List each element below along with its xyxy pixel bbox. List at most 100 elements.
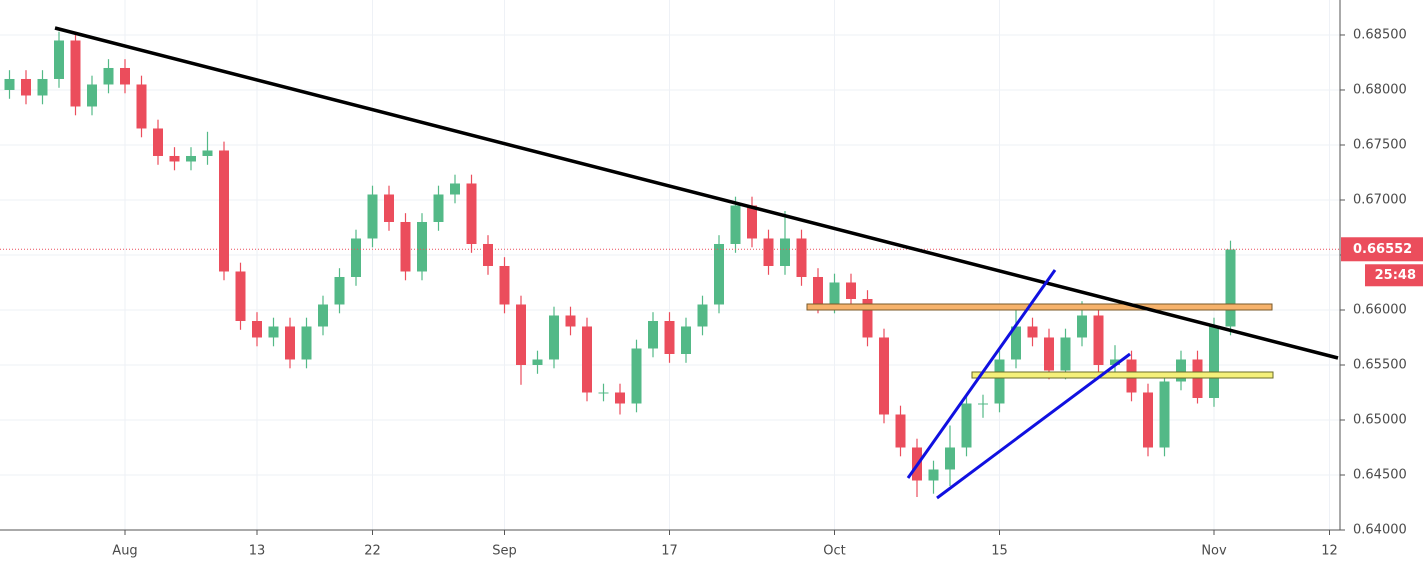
resistance-zone xyxy=(806,303,1273,311)
candle-body xyxy=(1093,315,1104,365)
candle-body xyxy=(1143,392,1153,448)
candle-body xyxy=(978,403,988,405)
y-tick-label: 0.65500 xyxy=(1353,357,1407,372)
candle-body xyxy=(499,265,510,305)
candle-body xyxy=(417,221,427,272)
candle-body xyxy=(697,304,708,327)
candle-body xyxy=(1159,381,1170,448)
candle-body xyxy=(4,78,15,90)
candle-body xyxy=(87,84,97,107)
candle-body xyxy=(235,271,246,321)
candle-body xyxy=(928,469,939,481)
y-tick-label: 0.65000 xyxy=(1353,412,1407,427)
x-tick-label: Nov xyxy=(1201,544,1227,559)
y-tick-label: 0.64000 xyxy=(1353,523,1407,538)
candle-body xyxy=(846,282,856,299)
candle-body xyxy=(813,276,823,305)
y-tick-label: 0.64500 xyxy=(1353,467,1407,482)
candle-body xyxy=(1044,337,1054,371)
candle-body xyxy=(202,150,213,156)
candle-body xyxy=(219,150,229,272)
candle-body xyxy=(945,447,955,470)
candle-body xyxy=(565,315,576,327)
x-tick-label: 22 xyxy=(364,544,381,559)
candle-body xyxy=(1209,326,1219,398)
candle-body xyxy=(796,238,807,277)
candle-body xyxy=(615,392,625,404)
candle-body xyxy=(1110,359,1120,365)
wedge-upper xyxy=(906,269,1057,479)
candle-body xyxy=(516,304,526,365)
candle-body xyxy=(829,282,840,305)
trend-line xyxy=(54,26,1339,360)
candle-body xyxy=(1027,326,1038,338)
candle-body xyxy=(780,238,790,266)
candle-body xyxy=(153,128,163,156)
y-tick-label: 0.67000 xyxy=(1353,192,1407,207)
candle-body xyxy=(862,298,873,338)
candle-body xyxy=(763,238,774,266)
candle-body xyxy=(549,315,559,360)
candle-body xyxy=(1060,337,1071,371)
candle-body xyxy=(730,205,741,244)
candle-body xyxy=(747,205,757,239)
candle-body xyxy=(598,392,609,394)
y-tick-label: 0.68500 xyxy=(1353,27,1407,42)
x-tick-label: Oct xyxy=(823,544,845,559)
candle-body xyxy=(252,320,262,338)
candle-body xyxy=(70,40,81,107)
candle-body xyxy=(285,326,295,360)
y-tick-label: 0.67500 xyxy=(1353,137,1407,152)
countdown-tag xyxy=(1365,264,1423,287)
candle-body xyxy=(334,276,345,305)
candle-body xyxy=(648,320,658,349)
candle-body xyxy=(714,243,724,305)
candle-body xyxy=(631,348,642,404)
y-tick-label: 0.68000 xyxy=(1353,82,1407,97)
candle-body xyxy=(582,326,592,393)
candle-body xyxy=(186,155,196,162)
candle-body xyxy=(1225,249,1236,327)
candle-body xyxy=(483,243,493,266)
y-tick-label: 0.66000 xyxy=(1353,302,1407,317)
x-tick-label: Aug xyxy=(112,544,137,559)
candle-body xyxy=(136,84,147,129)
candle-body xyxy=(351,238,361,277)
drawings xyxy=(54,26,1339,500)
candle-body xyxy=(961,403,972,448)
candle-body xyxy=(169,155,180,162)
x-tick-label: 12 xyxy=(1321,544,1338,559)
candle-body xyxy=(466,183,477,244)
candles xyxy=(0,31,1340,497)
candle-body xyxy=(1011,326,1021,360)
countdown-label: 25:48 xyxy=(1375,268,1416,283)
candle-body xyxy=(895,414,906,448)
candle-body xyxy=(54,40,64,79)
candle-body xyxy=(994,359,1005,404)
candle-body xyxy=(268,326,279,338)
candle-body xyxy=(103,67,114,85)
candle-body xyxy=(1192,359,1203,398)
candle-body xyxy=(301,326,312,360)
x-tick-label: 13 xyxy=(249,544,266,559)
candle-body xyxy=(384,194,394,222)
last-price-label: 0.66552 xyxy=(1353,242,1412,257)
candle-body xyxy=(21,78,31,96)
candle-body xyxy=(532,359,543,365)
candle-body xyxy=(367,194,378,239)
x-tick-label: 17 xyxy=(661,544,678,559)
candle-body xyxy=(1176,359,1186,382)
wedge-lower xyxy=(936,352,1131,500)
candle-body xyxy=(664,320,675,354)
x-tick-label: 15 xyxy=(991,544,1008,559)
axes: 0.64000 0.64500 0.65000 0.65500 0.66000 0.665… xyxy=(112,27,1423,559)
candle-body xyxy=(1077,315,1087,338)
support-zone xyxy=(971,371,1274,379)
candle-body xyxy=(120,67,130,85)
candle-body xyxy=(433,194,444,222)
candle-body xyxy=(681,326,691,354)
candle-body xyxy=(37,78,48,96)
candle-body xyxy=(450,183,460,195)
